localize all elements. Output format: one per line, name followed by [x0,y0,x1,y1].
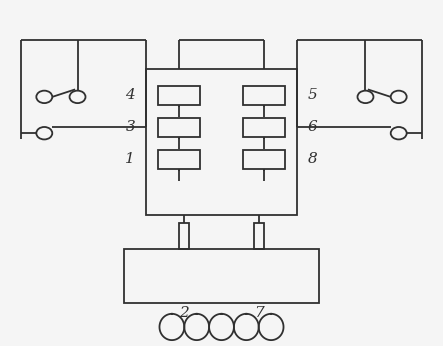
Bar [179,223,189,249]
Bar [159,150,200,169]
Bar [254,223,264,249]
Bar [242,150,284,169]
Bar [242,118,284,137]
Text: 3: 3 [125,120,135,134]
Bar [124,249,319,303]
Bar [159,118,200,137]
Text: 1: 1 [125,152,135,166]
Text: 2: 2 [179,306,189,320]
Bar [242,86,284,105]
Text: 5: 5 [308,88,318,102]
Text: 6: 6 [308,120,318,134]
Bar [146,69,297,215]
Text: 4: 4 [125,88,135,102]
Bar [159,86,200,105]
Text: 7: 7 [254,306,264,320]
Text: 8: 8 [308,152,318,166]
